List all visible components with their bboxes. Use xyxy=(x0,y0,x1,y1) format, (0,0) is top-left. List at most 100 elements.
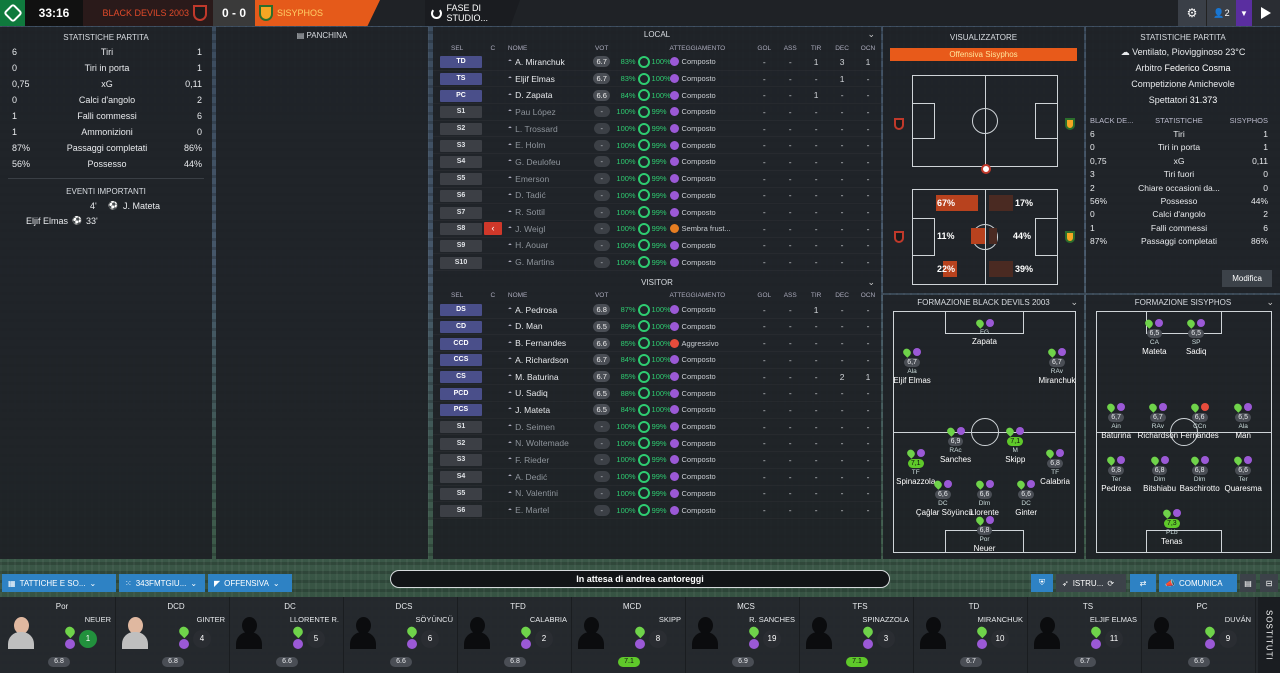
position-badge[interactable]: S6 xyxy=(440,189,482,202)
position-badge[interactable]: S7 xyxy=(440,206,482,219)
lineup-card[interactable]: Por NEUER 1 6.8 xyxy=(2,597,116,673)
position-badge[interactable]: S3 xyxy=(440,139,482,152)
chevron-down-icon[interactable]: ▼ xyxy=(1236,0,1252,26)
position-badge[interactable]: TS xyxy=(440,73,482,86)
position-badge[interactable]: S5 xyxy=(440,173,482,186)
formation-player[interactable]: 6,6 Ter Quaresma xyxy=(1216,455,1270,493)
position-badge[interactable]: PCS xyxy=(440,404,482,417)
player-row[interactable]: S7 ◓ R. Sottil -100% 99% Composto - - - - - xyxy=(433,204,881,221)
edit-button[interactable]: Modifica xyxy=(1222,270,1272,287)
formation-dropdown[interactable]: ⁙ 343FMTGIU... ⌄ xyxy=(119,574,205,592)
player-row[interactable]: S8 ‹ ◓ J. Weigl -100% 99% Sembra frust... - - - - - xyxy=(433,221,881,238)
player-row[interactable]: S1 ◓ D. Seimen -100% 99% Composto - - - - - xyxy=(433,419,881,436)
column-header[interactable]: NOME xyxy=(507,44,528,52)
player-row[interactable]: S2 ◓ L. Trossard -100% 99% Composto - - - - - xyxy=(433,121,881,138)
player-row[interactable]: S6 ◓ E. Martel -100% 99% Composto - - - - - xyxy=(433,502,881,519)
settings-gear-icon[interactable]: ⚙ xyxy=(1178,0,1206,26)
swap-arrow-icon[interactable]: ‹ xyxy=(483,222,502,236)
lineup-card[interactable]: DCS SÖYÜNCÜ 6 6.6 xyxy=(344,597,458,673)
formation-player[interactable]: 6,7 Ala Eljif Elmas xyxy=(885,347,939,385)
formation-player[interactable]: 7,3 PLb Tenas xyxy=(1145,507,1199,546)
position-badge[interactable]: S10 xyxy=(440,256,482,269)
formation-player[interactable]: 6,5 CA Mateta xyxy=(1127,318,1181,356)
formation-player[interactable]: 6,8 Dlm Baschirotto xyxy=(1173,455,1227,493)
position-badge[interactable]: S2 xyxy=(440,437,482,450)
communicate-button[interactable]: 📣 COMUNICA xyxy=(1159,574,1237,592)
formation-player[interactable]: 6,6 DC Ginter xyxy=(999,479,1053,517)
formation-player[interactable]: 6,7 RAv Richardson xyxy=(1131,402,1185,440)
player-name[interactable]: B. Fernandes xyxy=(515,338,567,349)
player-row[interactable]: S2 ◓ N. Woltemade -100% 99% Composto - - - - - xyxy=(433,435,881,452)
lineup-card[interactable]: MCD SKIPP 8 7.1 xyxy=(572,597,686,673)
position-badge[interactable]: CD xyxy=(440,320,482,333)
position-badge[interactable]: S1 xyxy=(440,106,482,119)
player-name[interactable]: N. Woltemade xyxy=(515,438,569,449)
notes-button[interactable]: ▤ xyxy=(1240,574,1256,592)
column-header[interactable]: NOME xyxy=(507,292,528,300)
player-name[interactable]: D. Man xyxy=(515,321,543,332)
position-badge[interactable]: S6 xyxy=(440,504,482,517)
column-header[interactable]: OCN xyxy=(860,44,876,52)
tactics-button[interactable]: ▦ TATTICHE E SO... ⌄ xyxy=(2,574,116,592)
player-row[interactable]: PCS ◓ J. Mateta 6.5 84% 100% Composto - - - - - xyxy=(433,402,881,419)
collapse-button[interactable]: ⊟ xyxy=(1260,574,1278,592)
formation-player[interactable]: FG Zapata xyxy=(958,318,1012,346)
player-row[interactable]: CS ◓ M. Baturina 6.7 85% 100% Composto - - - 2 1 xyxy=(433,369,881,386)
player-row[interactable]: CCD ◓ B. Fernandes 6.6 85% 100% Aggressivo - - - -… xyxy=(433,335,881,352)
column-header[interactable]: ASS xyxy=(783,44,797,52)
chevron-down-icon[interactable]: ⌄ xyxy=(867,29,875,39)
player-name[interactable]: A. Dedić xyxy=(515,471,548,482)
formation-player[interactable]: 6,5 Ala Man xyxy=(1216,402,1270,440)
column-header[interactable]: VOT xyxy=(594,44,609,52)
formation-player[interactable]: 6,8 Por Neuer xyxy=(958,515,1012,553)
position-badge[interactable]: S4 xyxy=(440,471,482,484)
player-name[interactable]: R. Sottil xyxy=(515,207,545,218)
formation-player[interactable]: 6,6 DC Çağlar Söyüncü xyxy=(916,479,973,517)
formation-player[interactable]: 7,1 M Skipp xyxy=(988,426,1042,464)
player-name[interactable]: L. Trossard xyxy=(515,123,558,134)
position-badge[interactable]: S3 xyxy=(440,454,482,467)
column-header[interactable]: GOL xyxy=(757,292,772,300)
player-row[interactable]: S5 ◓ N. Valentini -100% 99% Composto - - - - - xyxy=(433,486,881,503)
lineup-card[interactable]: PC DUVÁN 9 6.6 xyxy=(1142,597,1256,673)
lineup-card[interactable]: DC LLORENTE R. 5 6.6 xyxy=(230,597,344,673)
formation-player[interactable]: 6,8 Ter Pedrosa xyxy=(1089,455,1143,493)
column-header[interactable]: ATTEGGIAMENTO xyxy=(669,44,726,52)
player-row[interactable]: PC ◓ D. Zapata 6.6 84% 100% Composto - - 1 - - xyxy=(433,87,881,104)
visualizer-mode-dropdown[interactable]: Offensiva Sisyphos xyxy=(890,48,1077,61)
column-header[interactable]: TIR xyxy=(810,44,822,52)
player-row[interactable]: S5 ◓ Emerson -100% 99% Composto - - - - - xyxy=(433,171,881,188)
player-row[interactable]: S9 ◓ H. Aouar -100% 99% Composto - - - - - xyxy=(433,238,881,255)
position-badge[interactable]: S1 xyxy=(440,421,482,434)
column-header[interactable]: ATTEGGIAMENTO xyxy=(669,292,726,300)
formation-player[interactable]: 6,8 Dlm Bitshiabu xyxy=(1133,455,1187,493)
formation-player[interactable]: 6,6 Dlm Llorente xyxy=(958,479,1012,517)
player-name[interactable]: D. Tadić xyxy=(515,190,546,201)
lineup-card[interactable]: MCS R. SANCHES 19 6.9 xyxy=(686,597,800,673)
column-header[interactable]: SEL xyxy=(451,292,464,300)
column-header[interactable]: SEL xyxy=(451,44,464,52)
position-badge[interactable]: S8 xyxy=(440,223,482,236)
player-row[interactable]: S3 ◓ E. Holm -100% 99% Composto - - - - - xyxy=(433,137,881,154)
player-row[interactable]: TD ◓ A. Miranchuk 6.7 83% 100% Composto - - 1 3 1 xyxy=(433,54,881,71)
player-row[interactable]: S3 ◓ F. Rieder -100% 99% Composto - - - - - xyxy=(433,452,881,469)
lineup-card[interactable]: TFS SPINAZZOLA 3 7.1 xyxy=(800,597,914,673)
player-name[interactable]: U. Sadiq xyxy=(515,388,548,399)
position-badge[interactable]: S5 xyxy=(440,487,482,500)
column-header[interactable]: GOL xyxy=(757,44,772,52)
lineup-card[interactable]: TD MIRANCHUK 10 6.7 xyxy=(914,597,1028,673)
chevron-down-icon[interactable]: ⌄ xyxy=(1266,297,1274,307)
play-button[interactable] xyxy=(1252,0,1280,26)
player-row[interactable]: S10 ◓ G. Martins -100% 99% Composto - - - - - xyxy=(433,254,881,271)
formation-player[interactable]: 7,1 TF Spinazzola xyxy=(889,447,943,486)
player-name[interactable]: A. Pedrosa xyxy=(515,304,558,315)
column-header[interactable]: OCN xyxy=(860,292,876,300)
player-name[interactable]: F. Rieder xyxy=(515,454,550,465)
position-badge[interactable]: S2 xyxy=(440,123,482,136)
position-badge[interactable]: PC xyxy=(440,89,482,102)
lineup-card[interactable]: TS ELJIF ELMAS 11 6.7 xyxy=(1028,597,1142,673)
player-name[interactable]: D. Seimen xyxy=(515,421,555,432)
player-name[interactable]: Emerson xyxy=(515,173,550,184)
player-row[interactable]: S6 ◓ D. Tadić -100% 99% Composto - - - - - xyxy=(433,188,881,205)
player-row[interactable]: S4 ◓ A. Dedić -100% 99% Composto - - - - - xyxy=(433,469,881,486)
